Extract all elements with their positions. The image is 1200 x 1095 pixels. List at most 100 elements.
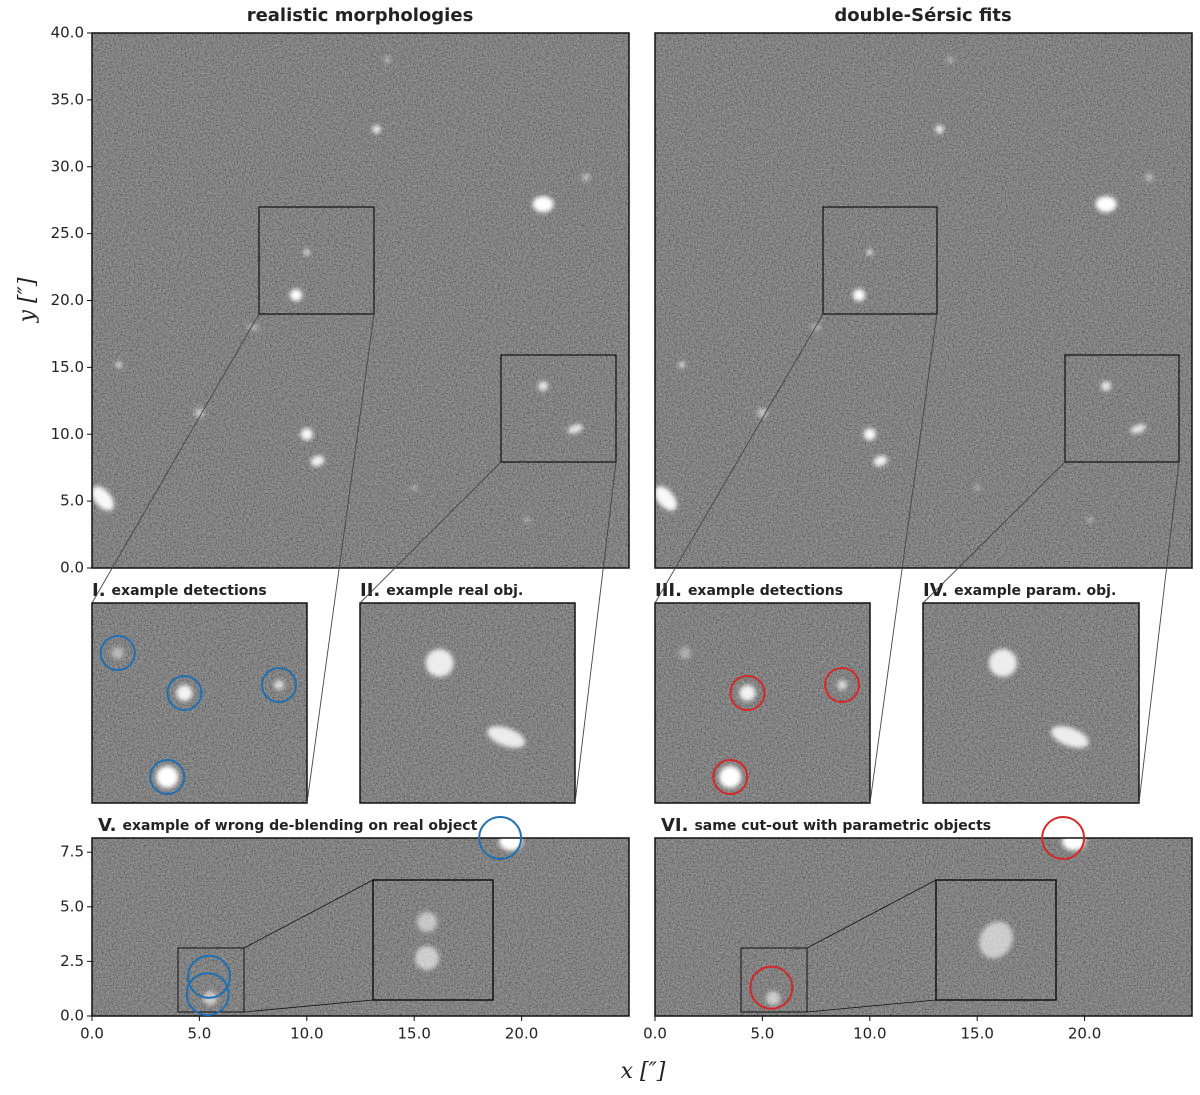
source <box>411 484 418 491</box>
noise <box>655 603 870 803</box>
source <box>156 766 179 788</box>
panel-label: III. <box>655 580 682 601</box>
source <box>679 647 692 659</box>
frame <box>372 879 494 1001</box>
source <box>866 249 873 256</box>
source <box>417 912 437 932</box>
source <box>372 125 381 134</box>
zoom-line <box>1138 461 1180 804</box>
panel-title-text: example of wrong de-blending on real obj… <box>122 818 477 834</box>
detection-ring <box>261 667 298 703</box>
source <box>523 516 530 523</box>
panel-title-text: example detections <box>112 583 267 599</box>
y-tick-label: 30.0 <box>51 157 84 175</box>
zoom-line <box>869 313 938 804</box>
zoom-box <box>500 354 617 463</box>
source <box>290 289 303 302</box>
panel-title-text: same cut-out with parametric objects <box>694 818 991 834</box>
zoom-box <box>740 947 808 1013</box>
x-tick-label: 15.0 <box>397 1025 430 1043</box>
source <box>1086 516 1093 523</box>
y-tick-label: 0.0 <box>60 559 84 577</box>
panel-title: VI. same cut-out with parametric objects <box>661 815 991 836</box>
source <box>1062 838 1086 851</box>
noise <box>923 603 1139 803</box>
source <box>739 685 756 701</box>
detection-ring <box>478 816 523 860</box>
source <box>567 424 583 434</box>
image <box>936 880 1056 1000</box>
panel-label: VI. <box>661 815 688 836</box>
panel-title: I.example detections <box>92 580 267 601</box>
image <box>92 33 629 568</box>
source <box>853 289 866 302</box>
x-tick-label: 5.0 <box>187 1025 211 1043</box>
y-tick-label: 7.5 <box>60 843 84 861</box>
zoom-line <box>243 999 374 1013</box>
source <box>979 921 1013 959</box>
image <box>360 603 575 803</box>
panel-title-text: example detections <box>688 583 843 599</box>
zoom-line <box>243 879 374 949</box>
source <box>310 455 325 467</box>
source <box>757 407 768 418</box>
x-tick-label: 0.0 <box>80 1025 104 1043</box>
source <box>384 56 391 63</box>
image <box>655 33 1192 568</box>
source <box>1095 196 1117 213</box>
source <box>1145 173 1154 182</box>
zoom-line <box>91 313 260 604</box>
detection-ring <box>749 965 794 1010</box>
zoom-line <box>806 879 937 949</box>
panel-title: realistic morphologies <box>247 5 474 26</box>
detection-ring <box>1041 816 1086 860</box>
image <box>655 603 870 803</box>
image <box>373 880 493 1000</box>
y-tick-label: 0.0 <box>60 1007 84 1025</box>
zoom-box <box>177 947 245 1013</box>
panel-title: IV.example param. obj. <box>923 580 1116 601</box>
frame <box>654 837 1193 1017</box>
source <box>274 680 285 690</box>
x-tick-label: 10.0 <box>853 1025 886 1043</box>
zoom-box <box>258 206 375 315</box>
source <box>415 946 439 970</box>
y-tick-label: 5.0 <box>60 492 84 510</box>
detection-ring <box>99 635 136 671</box>
y-tick-label: 25.0 <box>51 224 84 242</box>
source <box>194 407 205 418</box>
x-tick-label: 20.0 <box>1068 1025 1101 1043</box>
x-tick-label: 10.0 <box>290 1025 323 1043</box>
noise <box>92 603 307 803</box>
source <box>111 647 124 659</box>
y-axis-label: y [″] <box>15 277 40 323</box>
panel-title: V. example of wrong de-blending on real o… <box>98 815 478 836</box>
detection-ring <box>149 759 186 795</box>
zoom-line <box>359 461 502 604</box>
source <box>766 991 781 1006</box>
x-tick-label: 0.0 <box>643 1025 667 1043</box>
source <box>974 484 981 491</box>
source <box>1051 726 1089 748</box>
source <box>837 680 848 690</box>
noise <box>92 838 629 1016</box>
source <box>678 361 685 368</box>
source <box>810 324 823 331</box>
source <box>115 361 122 368</box>
image <box>655 838 1192 1016</box>
zoom-line <box>922 461 1066 604</box>
source <box>176 685 193 701</box>
frame <box>935 879 1057 1001</box>
frame <box>359 602 576 804</box>
source <box>935 125 944 134</box>
detection-ring <box>187 954 232 999</box>
source <box>947 56 954 63</box>
source <box>92 486 114 511</box>
frame <box>654 32 1193 569</box>
y-tick-label: 15.0 <box>51 358 84 376</box>
zoom-box <box>822 206 938 315</box>
x-tick-label: 5.0 <box>750 1025 774 1043</box>
zoom-box <box>1064 354 1180 463</box>
panel-title: III. example detections <box>655 580 843 601</box>
